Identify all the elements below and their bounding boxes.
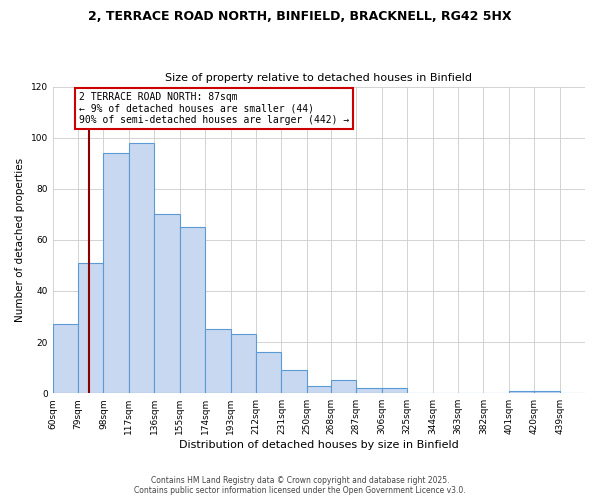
Bar [103, 153, 129, 393]
Bar [53, 324, 78, 393]
Bar [129, 143, 154, 393]
Text: 2, TERRACE ROAD NORTH, BINFIELD, BRACKNELL, RG42 5HX: 2, TERRACE ROAD NORTH, BINFIELD, BRACKNE… [88, 10, 512, 23]
Bar [509, 390, 534, 393]
Y-axis label: Number of detached properties: Number of detached properties [15, 158, 25, 322]
Bar [331, 380, 356, 393]
Bar [180, 227, 205, 393]
Title: Size of property relative to detached houses in Binfield: Size of property relative to detached ho… [166, 73, 472, 83]
X-axis label: Distribution of detached houses by size in Binfield: Distribution of detached houses by size … [179, 440, 459, 450]
Bar [154, 214, 180, 393]
Bar [256, 352, 281, 393]
Bar [230, 334, 256, 393]
Text: Contains HM Land Registry data © Crown copyright and database right 2025.
Contai: Contains HM Land Registry data © Crown c… [134, 476, 466, 495]
Bar [78, 263, 103, 393]
Bar [205, 330, 230, 393]
Bar [534, 390, 560, 393]
Bar [356, 388, 382, 393]
Text: 2 TERRACE ROAD NORTH: 87sqm
← 9% of detached houses are smaller (44)
90% of semi: 2 TERRACE ROAD NORTH: 87sqm ← 9% of deta… [79, 92, 349, 125]
Bar [307, 386, 331, 393]
Bar [281, 370, 307, 393]
Bar [382, 388, 407, 393]
